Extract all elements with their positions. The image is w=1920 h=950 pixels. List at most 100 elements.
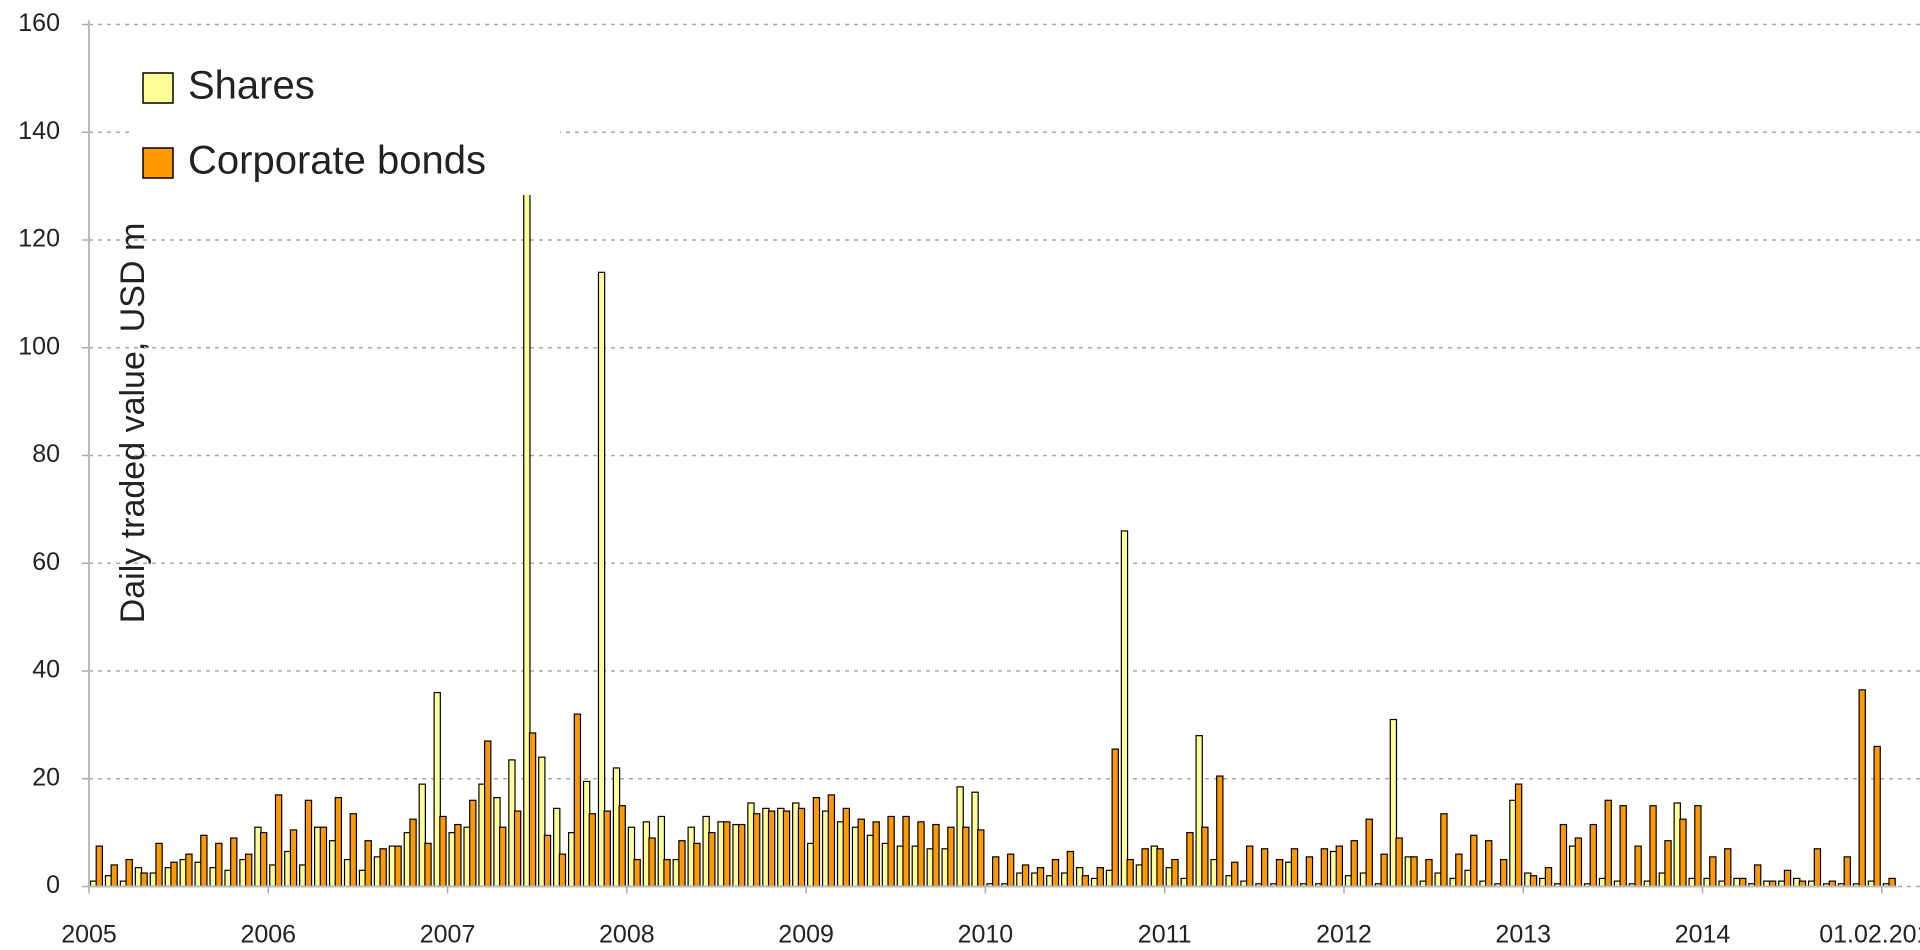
bar: [597, 271, 606, 888]
bar: [1006, 853, 1015, 888]
bar: [723, 821, 731, 888]
bar: [1021, 864, 1030, 888]
bar: [1783, 869, 1792, 888]
bar: [215, 842, 223, 888]
bar: [349, 813, 357, 888]
bar: [648, 837, 656, 888]
bar: [1425, 858, 1433, 888]
x-tick-label: 2008: [599, 921, 655, 949]
bar: [319, 826, 328, 888]
legend-background: [130, 55, 560, 195]
bar: [1858, 689, 1866, 888]
x-tick-label: 2011: [1138, 921, 1192, 949]
bar: [230, 837, 238, 888]
bar: [932, 823, 940, 888]
bar: [1096, 867, 1104, 888]
bar: [439, 815, 447, 888]
bar: [991, 856, 1000, 888]
bar: [558, 853, 567, 888]
bar: [827, 794, 836, 888]
bar: [1574, 837, 1583, 888]
bar: [1664, 840, 1672, 888]
bar: [1260, 848, 1269, 888]
y-tick-label: 60: [32, 548, 60, 576]
bar: [1350, 840, 1358, 888]
bar: [110, 864, 118, 888]
bar: [1634, 845, 1642, 888]
legend: Shares Corporate bonds: [130, 55, 560, 195]
bar: [528, 732, 537, 888]
bar: [1499, 858, 1508, 888]
bar: [394, 845, 402, 888]
bar: [1873, 745, 1881, 888]
bar: [977, 829, 985, 888]
bar: [1679, 818, 1687, 888]
bar: [1290, 848, 1299, 888]
y-tick-label: 40: [32, 656, 60, 684]
bar: [1231, 861, 1239, 888]
bars: [89, 131, 1896, 888]
bar: [872, 821, 880, 888]
bar: [245, 853, 253, 888]
bar: [1455, 853, 1463, 888]
bar: [663, 858, 671, 888]
legend-swatch: [142, 72, 174, 104]
bar: [1186, 832, 1194, 888]
bar: [1709, 856, 1717, 888]
bar: [1813, 848, 1822, 888]
bar: [1410, 856, 1418, 888]
bar: [304, 799, 313, 888]
bar: [1649, 805, 1657, 888]
bar: [1514, 783, 1523, 888]
x-tick-label: 2012: [1316, 921, 1372, 949]
x-tick-label: 2010: [958, 921, 1014, 949]
bar: [1051, 858, 1060, 888]
bar: [767, 810, 776, 888]
bar: [1201, 826, 1209, 888]
bar: [857, 818, 865, 888]
y-axis-label: Daily traded value, USD m: [114, 223, 152, 624]
bar: [513, 810, 522, 888]
bar: [1544, 867, 1553, 888]
bar: [887, 815, 895, 888]
x-tick-label: 2009: [778, 921, 834, 949]
bar: [1120, 530, 1129, 888]
bar: [334, 797, 343, 888]
bar: [782, 810, 791, 888]
bar: [469, 799, 477, 888]
axes: 0 20 40 60 80 100 120 140 160 2005 2006 2007 2008 200…: [18, 9, 1920, 949]
bar: [1843, 856, 1851, 888]
bar: [155, 842, 163, 888]
bar: [962, 826, 970, 888]
bar: [1738, 877, 1747, 888]
bar: [738, 823, 746, 888]
bar: [603, 810, 611, 888]
bar: [1081, 875, 1090, 888]
bar: [812, 797, 821, 888]
bar: [274, 794, 283, 888]
bar: [1470, 834, 1478, 888]
bar: [1753, 864, 1762, 888]
bar: [140, 872, 148, 888]
bar: [1141, 848, 1149, 888]
bar: [543, 834, 552, 888]
bar: [1440, 813, 1448, 888]
y-tick-label: 160: [18, 9, 60, 37]
x-tick-label: 2006: [240, 921, 296, 949]
bar: [1694, 805, 1702, 888]
bar: [1305, 856, 1314, 888]
bar: [1604, 799, 1612, 888]
bar: [588, 813, 597, 888]
x-tick-label: 2005: [61, 921, 117, 949]
bar: [678, 840, 686, 888]
bar: [1485, 840, 1493, 888]
y-tick-label: 140: [18, 117, 60, 145]
bar: [1559, 823, 1568, 888]
y-tick-label: 20: [32, 763, 60, 791]
bar: [842, 807, 851, 888]
bar: [1156, 848, 1164, 888]
bar: [259, 832, 268, 888]
bar: [1126, 858, 1134, 888]
x-tick-label: 2013: [1495, 921, 1551, 949]
bar: [1619, 805, 1627, 888]
